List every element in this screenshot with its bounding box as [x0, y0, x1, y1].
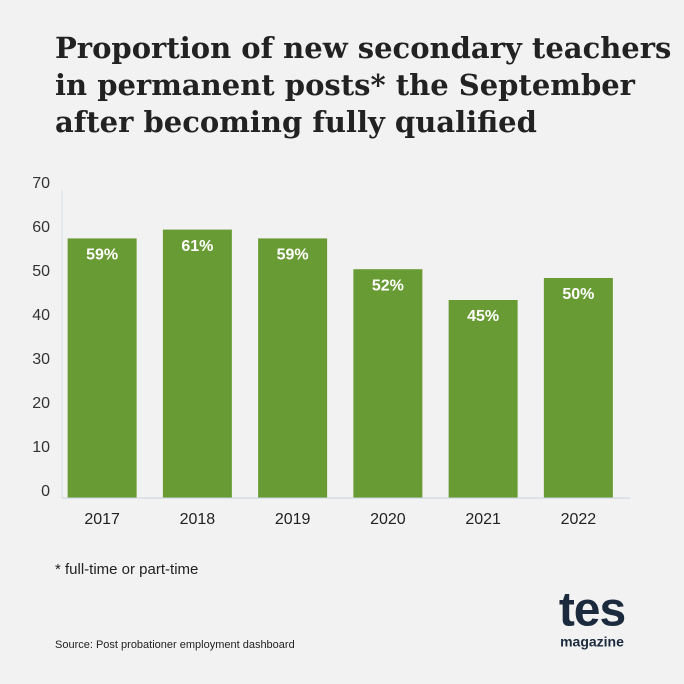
- bar: [448, 300, 518, 498]
- x-tick-label: 2018: [180, 511, 216, 528]
- value-label: 50%: [562, 286, 594, 303]
- x-tick-label: 2017: [84, 511, 120, 528]
- y-tick-label: 10: [32, 439, 50, 456]
- bar: [258, 238, 328, 498]
- chart-title: after becoming fully qualified: [55, 105, 537, 139]
- y-tick-label: 70: [32, 175, 50, 192]
- bar: [353, 269, 423, 498]
- logo: tes: [559, 584, 625, 637]
- logo-sub: magazine: [560, 634, 624, 650]
- footnote: * full-time or part-time: [55, 561, 198, 578]
- bar: [162, 229, 232, 498]
- chart-title: in permanent posts* the September: [55, 68, 636, 102]
- x-tick-label: 2022: [561, 511, 597, 528]
- x-tick-label: 2020: [370, 511, 406, 528]
- bar: [543, 278, 613, 498]
- value-label: 45%: [467, 308, 499, 325]
- source: Source: Post probationer employment dash…: [55, 639, 295, 651]
- y-tick-label: 20: [32, 395, 50, 412]
- y-tick-label: 0: [41, 483, 50, 500]
- value-label: 61%: [181, 238, 213, 255]
- value-label: 52%: [372, 277, 404, 294]
- x-tick-label: 2021: [465, 511, 501, 528]
- value-label: 59%: [86, 247, 118, 264]
- y-tick-label: 60: [32, 219, 50, 236]
- y-tick-label: 40: [32, 307, 50, 324]
- x-tick-label: 2019: [275, 511, 311, 528]
- bar: [67, 238, 137, 498]
- y-tick-label: 30: [32, 351, 50, 368]
- chart-title: Proportion of new secondary teachers: [55, 31, 671, 65]
- value-label: 59%: [277, 247, 309, 264]
- y-tick-label: 50: [32, 263, 50, 280]
